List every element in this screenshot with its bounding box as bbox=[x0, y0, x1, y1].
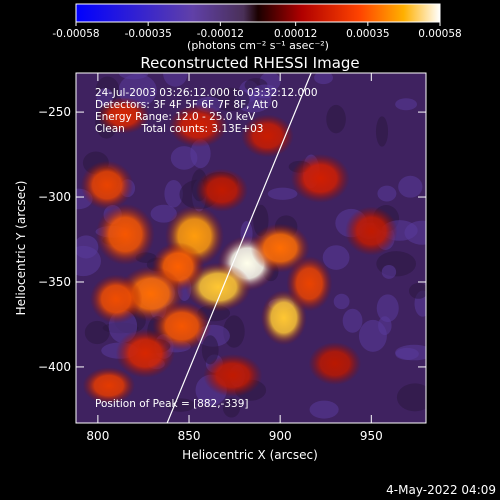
emission-source bbox=[89, 274, 143, 324]
background-mottle bbox=[314, 73, 333, 85]
background-mottle bbox=[398, 175, 423, 198]
emission-source bbox=[115, 328, 175, 378]
emission-source bbox=[286, 256, 333, 312]
background-mottle bbox=[322, 245, 350, 270]
background-mottle bbox=[377, 185, 397, 202]
background-mottle bbox=[358, 319, 387, 352]
background-mottle bbox=[201, 335, 219, 365]
colorbar-tick-label: -0.00012 bbox=[197, 28, 244, 40]
colorbar-tick-label: -0.00035 bbox=[125, 28, 172, 40]
x-tick-label: 950 bbox=[360, 429, 383, 443]
annotation-time-range: 24-Jul-2003 03:26:12.000 to 03:32:12.000 bbox=[95, 87, 318, 99]
x-tick-label: 850 bbox=[178, 429, 201, 443]
background-mottle bbox=[118, 73, 149, 80]
x-tick-label: 800 bbox=[86, 429, 109, 443]
background-mottle bbox=[164, 179, 183, 208]
emission-source bbox=[97, 97, 150, 134]
x-tick-label: 900 bbox=[269, 429, 292, 443]
annotation-clean-counts: Clean Total counts: 3.13E+03 bbox=[95, 123, 264, 135]
annotation-peak-position: Position of Peak = [882,-339] bbox=[95, 398, 249, 410]
colorbar bbox=[75, 3, 441, 23]
chart-title: Reconstructed RHESSI Image bbox=[140, 54, 359, 72]
x-axis-ticks: 800 850 900 950 bbox=[86, 73, 383, 443]
emission-source bbox=[345, 206, 398, 256]
background-mottle bbox=[309, 400, 339, 419]
background-mottle bbox=[267, 187, 298, 200]
background-mottle bbox=[84, 320, 110, 345]
colorbar-tick-label: -0.00058 bbox=[52, 28, 99, 40]
colorbar-ticks bbox=[75, 22, 441, 26]
emission-source bbox=[290, 153, 350, 203]
plot-frame bbox=[75, 72, 427, 424]
emission-source bbox=[80, 160, 134, 210]
annotation-energy-range: Energy Range: 12.0 - 25.0 keV bbox=[95, 111, 256, 123]
y-axis-label: Heliocentric Y (arcsec) bbox=[14, 181, 28, 316]
background-mottle bbox=[252, 84, 278, 99]
colorbar-tick-label: 0.00058 bbox=[418, 28, 461, 40]
background-mottle bbox=[408, 283, 426, 299]
y-tick-label: −250 bbox=[38, 105, 71, 119]
emission-source bbox=[250, 223, 310, 273]
background-mottle bbox=[381, 264, 397, 279]
background-mottle bbox=[222, 397, 241, 418]
background-mottle bbox=[163, 73, 188, 87]
colorbar-tick-label: 0.00035 bbox=[346, 28, 389, 40]
background-mottle bbox=[396, 383, 426, 412]
emission-source bbox=[82, 367, 136, 404]
solar-limb-line bbox=[166, 73, 312, 423]
y-axis-ticks: −250 −300 −350 −400 bbox=[38, 105, 426, 374]
y-tick-label: −300 bbox=[38, 190, 71, 204]
emission-source bbox=[95, 203, 155, 265]
colorbar-unit-label: (photons cm⁻² s⁻¹ asec⁻²) bbox=[187, 39, 329, 52]
background-mottle bbox=[150, 204, 177, 223]
heatmap-sources bbox=[80, 97, 398, 404]
y-tick-label: −400 bbox=[38, 360, 71, 374]
emission-source bbox=[168, 104, 228, 148]
background-mottle bbox=[375, 116, 389, 147]
background-mottle bbox=[333, 293, 350, 310]
background-mottle bbox=[395, 98, 418, 111]
emission-source bbox=[195, 168, 249, 212]
emission-source bbox=[308, 342, 362, 385]
background-mottle bbox=[342, 308, 363, 333]
background-mottle bbox=[170, 146, 198, 170]
colorbar-tick-label: 0.00012 bbox=[274, 28, 317, 40]
background-mottle bbox=[376, 294, 399, 323]
background-mottle bbox=[76, 235, 99, 259]
colorbar-tick-labels: -0.00058 -0.00035 -0.00012 0.00012 0.00035 0.… bbox=[52, 28, 461, 40]
emission-source bbox=[203, 354, 263, 397]
footer-timestamp: 4-May-2022 04:09 bbox=[386, 483, 496, 497]
x-axis-label: Heliocentric X (arcsec) bbox=[182, 448, 318, 462]
annotation-detectors: Detectors: 3F 4F 5F 6F 7F 8F, Att 0 bbox=[95, 99, 278, 111]
y-tick-label: −350 bbox=[38, 275, 71, 289]
background-mottle bbox=[395, 344, 426, 361]
background-mottle bbox=[326, 104, 346, 134]
